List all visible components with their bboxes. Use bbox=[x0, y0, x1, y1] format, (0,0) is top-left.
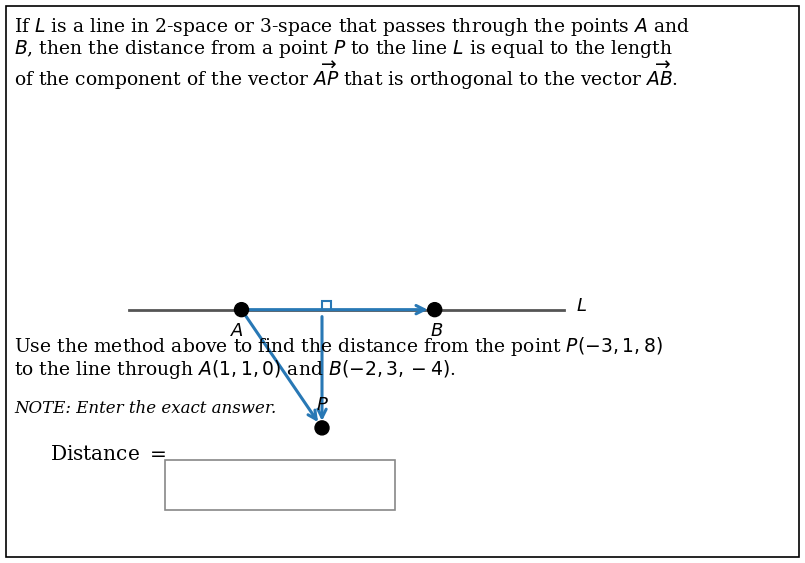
Text: If $L$ is a line in 2-space or 3-space that passes through the points $A$ and: If $L$ is a line in 2-space or 3-space t… bbox=[14, 16, 690, 38]
Text: of the component of the vector $\overrightarrow{AP}$ that is orthogonal to the v: of the component of the vector $\overrig… bbox=[14, 60, 678, 92]
Text: $P$: $P$ bbox=[316, 396, 328, 414]
Text: to the line through $A(1, 1, 0)$ and $B(-2, 3, -4)$.: to the line through $A(1, 1, 0)$ and $B(… bbox=[14, 358, 456, 381]
Bar bbox=[165, 460, 395, 510]
Text: $A$: $A$ bbox=[230, 321, 245, 339]
Bar bbox=[322, 301, 331, 310]
Text: Use the method above to find the distance from the point $P(-3, 1, 8)$: Use the method above to find the distanc… bbox=[14, 335, 663, 358]
Text: $B$, then the distance from a point $P$ to the line $L$ is equal to the length: $B$, then the distance from a point $P$ … bbox=[14, 38, 673, 60]
Text: Distance $=$: Distance $=$ bbox=[50, 445, 166, 464]
Circle shape bbox=[234, 303, 249, 316]
Text: NOTE: Enter the exact answer.: NOTE: Enter the exact answer. bbox=[14, 400, 276, 417]
Circle shape bbox=[315, 421, 329, 435]
Circle shape bbox=[427, 303, 442, 316]
Text: $B$: $B$ bbox=[430, 321, 444, 339]
Text: $L$: $L$ bbox=[576, 297, 587, 315]
